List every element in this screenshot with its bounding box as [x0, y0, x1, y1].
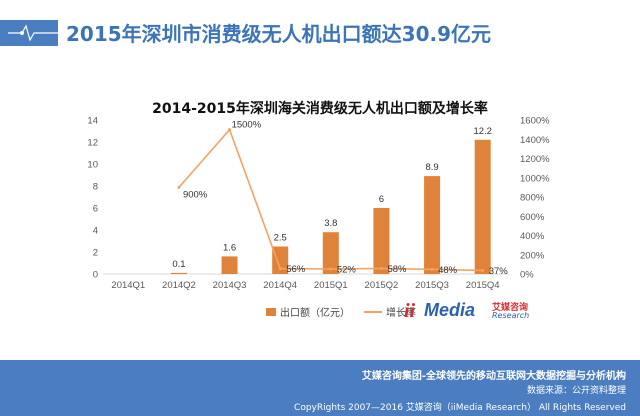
bar	[170, 272, 187, 274]
legend-line-label: 增长率	[386, 308, 416, 319]
page-title: 2015年深圳市消费级无人机出口额达30.9亿元	[66, 22, 492, 46]
logo-en: Research	[492, 311, 530, 320]
y-left-tick-label: 8	[93, 182, 98, 193]
growth-point	[379, 266, 383, 270]
iimedia-logo: ii Media 艾媒咨询 Research	[404, 298, 534, 324]
bar-data-label: 8.9	[425, 162, 438, 173]
footer-copyright: CopyRights 2007—2016 艾媒咨询（iiMedia Resear…	[294, 403, 626, 413]
bar-data-label: 6	[379, 194, 384, 205]
y-right-tick-label: 800%	[520, 193, 545, 204]
y-right-tick-label: 400%	[520, 231, 545, 242]
footer-slogan: 艾媒咨询集团-全球领先的移动互联网大数据挖掘与分析机构	[361, 371, 626, 382]
growth-data-label: 900%	[183, 189, 208, 200]
bar	[424, 176, 441, 274]
y-right-tick-label: 200%	[520, 250, 545, 261]
bar-data-label: 0.1	[172, 259, 185, 270]
y-left-tick-label: 10	[87, 160, 98, 171]
bar	[373, 208, 390, 274]
y-left-tick-label: 2	[93, 248, 98, 259]
x-tick-label: 2015Q1	[314, 280, 348, 291]
legend-bar-swatch	[266, 307, 276, 316]
y-right-tick-label: 1000%	[520, 173, 550, 184]
x-tick-label: 2014Q2	[162, 280, 196, 291]
chart-legend: 出口额（亿元） 增长率	[266, 304, 416, 319]
legend-line-swatch	[364, 310, 382, 313]
bar-data-label: 12.2	[473, 126, 492, 137]
x-tick-label: 2015Q4	[466, 280, 500, 291]
combo-chart: 0 2 4 6 8 10 12 14 0% 200% 400% 600% 800% 1000% 1200% 1…	[87, 116, 550, 292]
slide-header: 2015年深圳市消费级无人机出口额达30.9亿元	[0, 0, 640, 60]
growth-point	[481, 268, 485, 272]
y-right-tick-label: 1200%	[520, 154, 550, 165]
x-tick-label: 2014Q3	[213, 280, 247, 291]
logo-brand: Media	[424, 300, 476, 320]
bar-data-label: 3.8	[324, 218, 337, 229]
y-right-tick-label: 1400%	[520, 135, 550, 146]
y-right-tick-label: 600%	[520, 212, 545, 223]
growth-data-label: 56%	[286, 264, 306, 275]
bar-data-label: 1.6	[223, 242, 236, 253]
y-left-tick-label: 4	[93, 226, 98, 237]
y-left-tick-label: 12	[87, 138, 98, 149]
growth-data-label: 37%	[489, 266, 509, 277]
bar	[272, 246, 289, 274]
growth-point	[177, 185, 181, 189]
logo-cn: 艾媒咨询	[492, 303, 529, 313]
logo-mark: ii	[404, 300, 416, 322]
growth-data-label: 1500%	[232, 120, 262, 131]
bar	[221, 256, 238, 274]
y-left-tick-label: 6	[93, 204, 98, 215]
bar	[322, 232, 339, 274]
y-left-tick-label: 0	[93, 270, 98, 281]
growth-data-label: 52%	[337, 264, 357, 275]
y-left-tick-label: 14	[87, 116, 98, 127]
growth-data-label: 48%	[438, 265, 458, 276]
y-right-tick-label: 0%	[520, 270, 534, 281]
bar-data-label: 2.5	[274, 233, 287, 244]
growth-point	[228, 128, 232, 132]
pulse-line-icon	[8, 24, 64, 42]
growth-point	[278, 267, 282, 271]
footer: 艾媒咨询集团-全球领先的移动互联网大数据挖掘与分析机构 数据来源：公开资料整理 …	[0, 360, 640, 416]
y-right-tick-label: 1600%	[520, 116, 550, 127]
growth-data-label: 58%	[387, 264, 407, 275]
legend-bar-label: 出口额（亿元）	[280, 308, 350, 319]
x-tick-label: 2014Q1	[111, 280, 145, 291]
bar	[474, 139, 491, 274]
x-tick-label: 2014Q4	[263, 280, 297, 291]
x-tick-label: 2015Q2	[365, 280, 399, 291]
footer-source: 数据来源：公开资料整理	[526, 386, 626, 396]
x-tick-label: 2015Q3	[415, 280, 449, 291]
growth-point	[329, 267, 333, 271]
chart-title: 2014-2015年深圳海关消费级无人机出口额及增长率	[152, 101, 488, 117]
growth-point	[430, 267, 434, 271]
